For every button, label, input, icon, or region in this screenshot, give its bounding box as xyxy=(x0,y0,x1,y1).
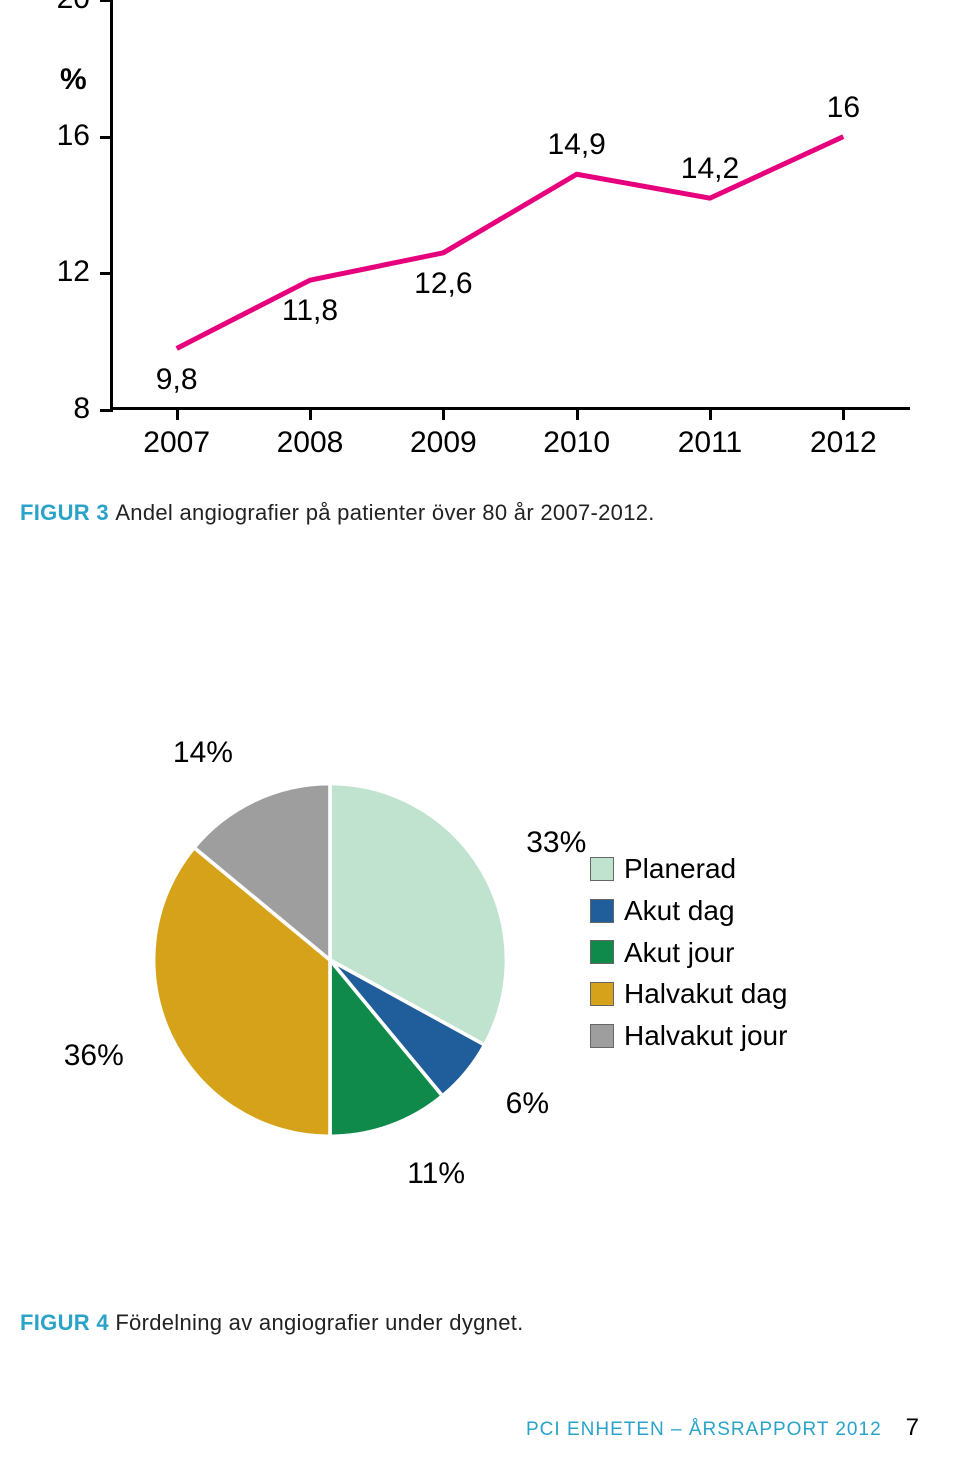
data-point-label: 16 xyxy=(827,91,860,125)
x-tick-label: 2009 xyxy=(393,426,493,460)
pct-symbol: % xyxy=(60,63,87,97)
caption-figure-4: FIGUR 4 Fördelning av angiografier under… xyxy=(20,1310,524,1336)
legend-swatch xyxy=(590,899,614,923)
line-plot xyxy=(110,0,910,410)
legend-label: Akut dag xyxy=(624,892,735,930)
legend-item: Akut dag xyxy=(590,892,787,930)
pie-slice-label: 14% xyxy=(173,736,233,770)
figure-text: Andel angiografier på patienter över 80 … xyxy=(115,500,654,525)
legend-swatch xyxy=(590,1024,614,1048)
pie-slice-label: 6% xyxy=(506,1087,549,1121)
pie-slice-label: 33% xyxy=(526,826,586,860)
footer-text: PCI ENHETEN – ÅRSRAPPORT 2012 xyxy=(526,1419,882,1441)
x-tick-label: 2008 xyxy=(260,426,360,460)
legend-label: Halvakut jour xyxy=(624,1017,787,1055)
y-tick-label: 16 xyxy=(10,119,90,153)
figure-number: FIGUR 3 xyxy=(20,500,109,525)
legend-item: Akut jour xyxy=(590,934,787,972)
pie-slice-label: 11% xyxy=(407,1157,465,1191)
pie-slice-label: 36% xyxy=(64,1039,124,1073)
data-point-label: 14,9 xyxy=(547,128,605,162)
legend-label: Planerad xyxy=(624,850,736,888)
x-tick-label: 2010 xyxy=(527,426,627,460)
data-point-label: 9,8 xyxy=(156,363,198,397)
footer: PCI ENHETEN – ÅRSRAPPORT 2012 7 xyxy=(526,1414,920,1442)
legend-label: Halvakut dag xyxy=(624,975,787,1013)
legend-item: Planerad xyxy=(590,850,787,888)
data-point-label: 14,2 xyxy=(681,152,739,186)
caption-figure-3: FIGUR 3 Andel angiografier på patienter … xyxy=(20,500,655,526)
figure-number: FIGUR 4 xyxy=(20,1310,109,1335)
y-tick-label: 8 xyxy=(10,392,90,426)
legend: Planerad Akut dag Akut jourHalvakut dag Hal… xyxy=(590,850,787,1059)
x-tick-label: 2012 xyxy=(793,426,893,460)
legend-swatch xyxy=(590,940,614,964)
trend-line xyxy=(177,137,844,349)
legend-item: Halvakut dag xyxy=(590,975,787,1013)
data-point-label: 12,6 xyxy=(414,267,472,301)
pie-svg xyxy=(150,780,510,1140)
y-tick-label: 12 xyxy=(10,255,90,289)
legend-swatch xyxy=(590,857,614,881)
page: % 8 12 16 20 2007 2008 2009 2010 2011 2012 9,8 11… xyxy=(0,0,960,1472)
pie-chart: 33%6%11%36%14% PlaneradAkut dagAkut jour… xyxy=(110,720,910,1240)
x-tick-label: 2007 xyxy=(127,426,227,460)
data-point-label: 11,8 xyxy=(282,294,338,328)
x-tick-label: 2011 xyxy=(660,426,760,460)
legend-item: Halvakut jour xyxy=(590,1017,787,1055)
line-chart: % 8121620 200720082009201020112012 9,811… xyxy=(20,0,920,480)
legend-label: Akut jour xyxy=(624,934,735,972)
legend-swatch xyxy=(590,982,614,1006)
page-number: 7 xyxy=(906,1414,920,1442)
line-svg xyxy=(110,0,910,410)
y-tick-label: 20 xyxy=(10,0,90,16)
figure-text: Fördelning av angiografier under dygnet. xyxy=(115,1310,523,1335)
